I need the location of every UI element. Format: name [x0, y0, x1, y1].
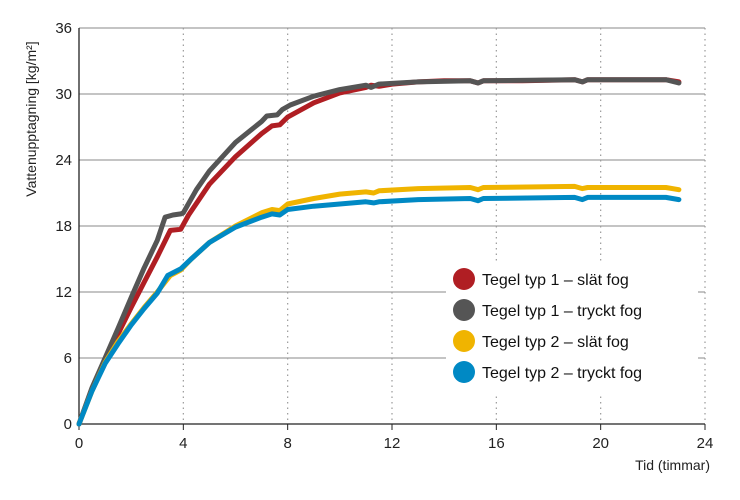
legend-marker	[453, 299, 475, 321]
y-tick-label: 36	[55, 20, 72, 37]
x-axis-label: Tid (timmar)	[635, 457, 710, 473]
series-line-tegel-typ-2-tryckt-fog	[76, 194, 682, 427]
legend: Tegel typ 1 – slät fog Tegel typ 1 – tryc…	[446, 263, 698, 393]
legend-background	[446, 263, 698, 393]
legend-label: Tegel typ 2 – slät fog	[482, 334, 629, 351]
series	[76, 77, 682, 427]
series-line-tegel-typ-1-tryckt-fog	[76, 77, 682, 427]
x-tick-label: 20	[592, 435, 609, 452]
legend-label: Tegel typ 2 – tryckt fog	[482, 365, 642, 382]
x-tick-label: 0	[75, 435, 83, 452]
y-tick-label: 12	[55, 284, 72, 301]
legend-marker	[453, 361, 475, 383]
y-tick-label: 24	[55, 152, 72, 169]
axes: 0 6 12 18 24 30 36 0 4 8 12 16 20 24	[55, 20, 713, 452]
legend-marker	[453, 330, 475, 352]
y-tick-label: 30	[55, 86, 72, 103]
legend-label: Tegel typ 1 – slät fog	[482, 272, 629, 289]
legend-marker	[453, 268, 475, 290]
x-tick-label: 8	[283, 435, 291, 452]
y-axis-label: Vattenupptagning [kg/m²]	[23, 41, 39, 196]
x-tick-label: 16	[488, 435, 505, 452]
y-tick-label: 6	[64, 350, 72, 367]
legend-label: Tegel typ 1 – tryckt fog	[482, 303, 642, 320]
x-tick-label: 4	[179, 435, 187, 452]
y-tick-label: 18	[55, 218, 72, 235]
x-tick-label: 12	[384, 435, 401, 452]
y-tick-label: 0	[64, 416, 72, 433]
x-tick-label: 24	[697, 435, 714, 452]
